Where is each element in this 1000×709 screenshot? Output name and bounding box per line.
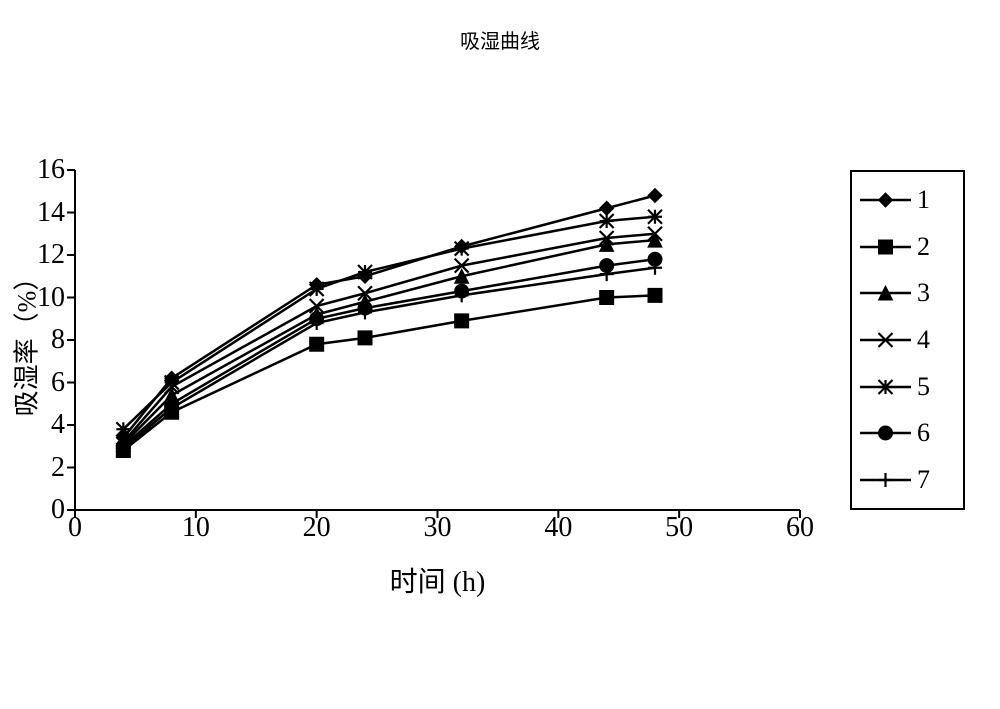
plot-area — [75, 170, 800, 510]
legend-item: 1 — [858, 180, 957, 220]
y-tick: 4 — [35, 409, 65, 441]
legend-item: 4 — [858, 320, 957, 360]
legend-item: 7 — [858, 460, 957, 500]
legend-label: 2 — [917, 232, 930, 262]
legend: 1 2 3 4 5 6 7 — [850, 170, 965, 510]
page: 吸湿曲线 吸湿率（%） 0246810121416 0102030405060 … — [0, 0, 1000, 709]
legend-item: 6 — [858, 413, 957, 453]
y-tick: 2 — [35, 452, 65, 484]
legend-label: 6 — [917, 418, 930, 448]
y-tick: 14 — [35, 197, 65, 229]
legend-label: 1 — [917, 185, 930, 215]
chart-title: 吸湿曲线 — [0, 25, 1000, 54]
legend-label: 7 — [917, 465, 930, 495]
legend-label: 5 — [917, 372, 930, 402]
y-tick: 6 — [35, 367, 65, 399]
legend-item: 2 — [858, 227, 957, 267]
legend-item: 3 — [858, 273, 957, 313]
line-chart-svg — [75, 170, 800, 510]
legend-item: 5 — [858, 367, 957, 407]
y-tick: 8 — [35, 324, 65, 356]
y-tick: 10 — [35, 282, 65, 314]
y-tick: 12 — [35, 239, 65, 271]
legend-label: 4 — [917, 325, 930, 355]
x-axis-label: 时间 (h) — [75, 560, 800, 600]
y-tick: 0 — [35, 494, 65, 526]
legend-label: 3 — [917, 278, 930, 308]
y-tick: 16 — [35, 154, 65, 186]
